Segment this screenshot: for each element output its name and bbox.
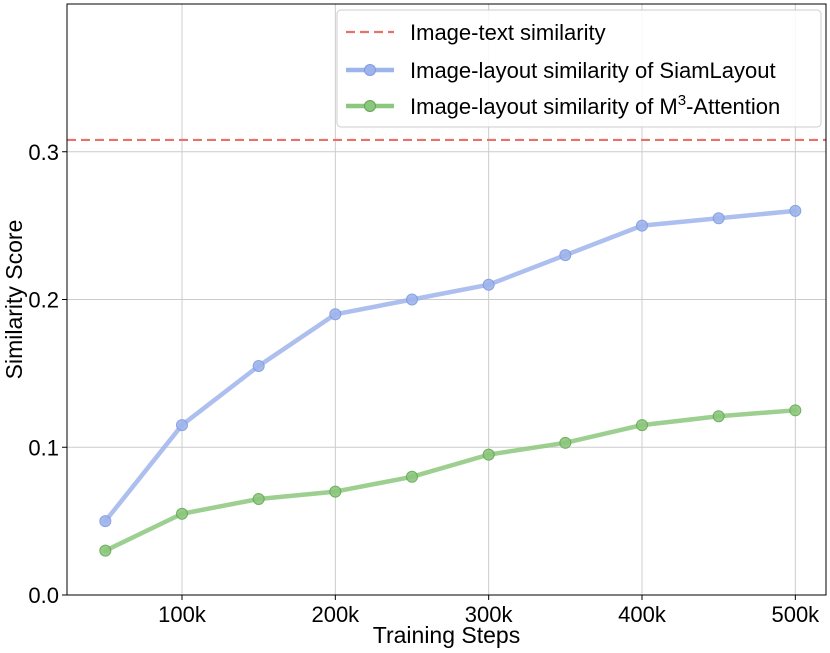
- data-point-m3-attention: [329, 485, 342, 498]
- data-point-siamlayout: [712, 212, 725, 225]
- legend-label-m3-part2: -Attention: [686, 94, 780, 119]
- y-axis-label: Similarity Score: [1, 220, 27, 380]
- legend-marker-m3-attention: [364, 100, 376, 112]
- data-point-m3-attention: [636, 419, 648, 432]
- data-point-m3-attention: [176, 507, 188, 520]
- legend-label-siamlayout: Image-layout similarity of SiamLayout: [410, 58, 776, 83]
- data-point-m3-attention: [559, 436, 572, 449]
- data-point-m3-attention: [789, 404, 802, 417]
- legend-marker-siamlayout: [364, 64, 376, 76]
- data-point-siamlayout: [252, 359, 265, 372]
- y-tick-label: 0.1: [28, 435, 59, 460]
- x-tick-label: 100k: [158, 602, 207, 627]
- data-point-m3-attention: [406, 470, 418, 483]
- series-layer: [99, 204, 802, 557]
- y-tick-label: 0.3: [28, 140, 59, 165]
- data-point-siamlayout: [636, 219, 648, 232]
- data-point-siamlayout: [482, 278, 495, 291]
- x-tick-label: 400k: [618, 602, 667, 627]
- x-tick-label: 300k: [465, 602, 514, 627]
- legend-label-image-text: Image-text similarity: [410, 20, 606, 45]
- y-tick-label: 0.2: [28, 288, 59, 313]
- data-point-siamlayout: [329, 308, 342, 321]
- data-point-m3-attention: [99, 544, 112, 557]
- data-point-m3-attention: [712, 410, 725, 423]
- x-axis-label: Training Steps: [373, 622, 520, 648]
- data-point-siamlayout: [99, 515, 112, 528]
- data-point-m3-attention: [482, 448, 495, 461]
- legend-label-m3-attention: Image-layout similarity of M3-Attention: [410, 92, 780, 119]
- legend-label-m3-part1: Image-layout similarity of M: [410, 94, 678, 119]
- data-point-siamlayout: [176, 419, 188, 432]
- x-tick-label: 500k: [771, 602, 820, 627]
- data-point-siamlayout: [406, 293, 418, 306]
- series-line-siamlayout: [103, 208, 798, 524]
- data-point-siamlayout: [789, 204, 802, 217]
- series-line-m3-attention: [103, 408, 798, 553]
- data-point-m3-attention: [252, 492, 265, 505]
- legend-label-m3-superscript: 3: [678, 92, 686, 109]
- x-tick-label: 200k: [311, 602, 360, 627]
- x-axis-ticks: 100k 200k 300k 400k 500k: [158, 595, 820, 627]
- legend-box: [336, 9, 822, 128]
- y-axis-ticks: 0.0 0.1 0.2 0.3: [28, 140, 67, 608]
- legend: Image-text similarity Image-layout simil…: [336, 9, 822, 128]
- y-tick-label: 0.0: [28, 583, 59, 608]
- data-point-siamlayout: [559, 249, 572, 262]
